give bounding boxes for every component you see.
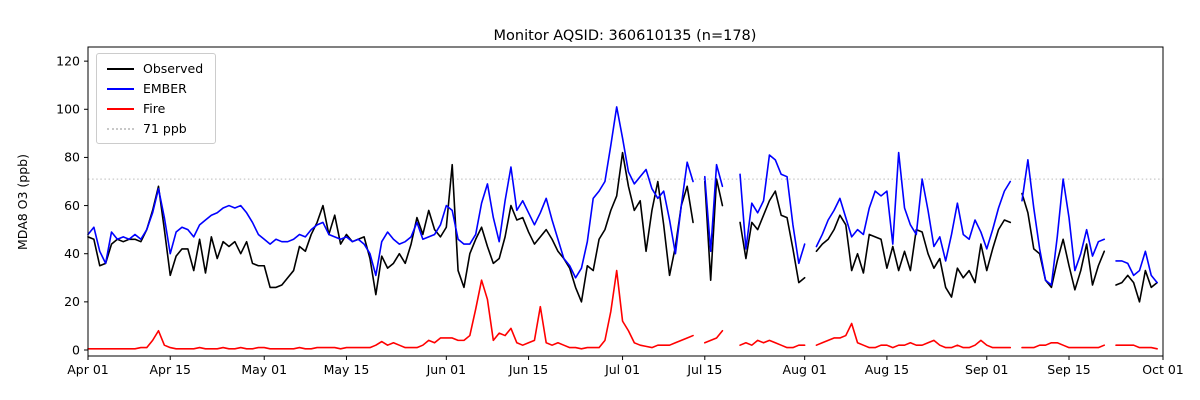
x-tick-label: Apr 01 bbox=[67, 362, 109, 377]
ember-line bbox=[87, 106, 1158, 286]
legend-item-ember: EMBER bbox=[107, 81, 203, 96]
x-tick-label: Apr 15 bbox=[149, 362, 191, 377]
x-tick-label: Jun 15 bbox=[508, 362, 548, 377]
legend-label: 71 ppb bbox=[143, 121, 187, 136]
fire-line bbox=[87, 269, 1158, 350]
legend-item-observed: Observed bbox=[107, 61, 203, 76]
y-tick-label: 100 bbox=[56, 102, 80, 117]
legend-box: Observed EMBER Fire 71 ppb bbox=[96, 53, 217, 144]
y-tick-label: 0 bbox=[72, 342, 80, 357]
y-tick-label: 60 bbox=[64, 198, 80, 213]
x-tick-label: Sep 01 bbox=[965, 362, 1008, 377]
y-axis-label: MDA8 O3 (ppb) bbox=[15, 154, 30, 250]
x-tick-label: May 01 bbox=[241, 362, 287, 377]
legend-swatch-line bbox=[107, 87, 134, 90]
chart-title: Monitor AQSID: 360610135 (n=178) bbox=[494, 28, 757, 44]
legend-swatch-line bbox=[107, 67, 134, 70]
y-tick-label: 20 bbox=[64, 294, 80, 309]
x-tick-label: May 15 bbox=[324, 362, 370, 377]
observed-line bbox=[87, 151, 1158, 303]
legend-swatch-dotted bbox=[107, 127, 134, 130]
legend-item-fire: Fire bbox=[107, 101, 203, 116]
x-tick-label: Jul 01 bbox=[604, 362, 640, 377]
x-tick-label: Oct 01 bbox=[1142, 362, 1184, 377]
y-tick-label: 120 bbox=[56, 53, 80, 68]
legend-label: Observed bbox=[143, 61, 204, 76]
x-tick-label: Aug 01 bbox=[783, 362, 827, 377]
x-tick-label: Sep 15 bbox=[1047, 362, 1090, 377]
legend-swatch-line bbox=[107, 107, 134, 110]
x-tick-label: Jun 01 bbox=[426, 362, 466, 377]
plot-area: Apr 01 Apr 15 May 01 May 15 Jun 01 Jun 15 Jul … bbox=[56, 46, 1184, 377]
x-tick-label: Aug 15 bbox=[865, 362, 909, 377]
legend-label: Fire bbox=[143, 101, 166, 116]
legend-label: EMBER bbox=[143, 81, 187, 96]
plot-border bbox=[87, 46, 1164, 357]
y-tick-label: 40 bbox=[64, 246, 80, 261]
legend-item-71-ppb: 71 ppb bbox=[107, 121, 203, 136]
x-tick-label: Jul 15 bbox=[686, 362, 722, 377]
y-tick-label: 80 bbox=[64, 150, 80, 165]
